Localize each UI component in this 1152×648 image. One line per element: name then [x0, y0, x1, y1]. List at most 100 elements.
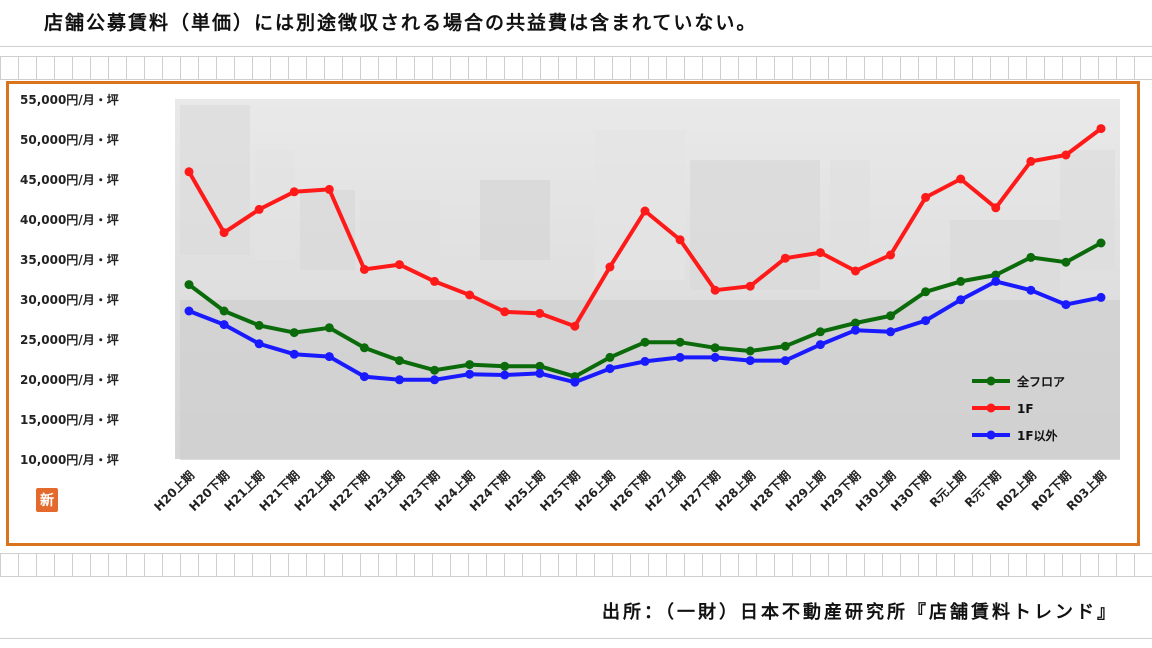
- data-point: [780, 356, 790, 366]
- data-point: [605, 262, 615, 272]
- data-point: [1026, 285, 1036, 295]
- bg-block: [830, 160, 870, 260]
- bg-block: [360, 200, 440, 260]
- data-point: [1096, 238, 1106, 248]
- data-point: [535, 361, 545, 371]
- data-point: [394, 375, 404, 385]
- data-point: [886, 327, 896, 337]
- legend-label: 1F: [1017, 402, 1034, 416]
- data-point: [886, 311, 896, 321]
- legend: 全フロア 1F 1F以外: [972, 374, 1065, 443]
- data-point: [535, 308, 545, 318]
- data-point: [815, 340, 825, 350]
- data-point: [640, 356, 650, 366]
- data-point: [1026, 156, 1036, 166]
- grid-strip-bottom: [0, 553, 1152, 577]
- data-point: [394, 356, 404, 366]
- x-tick-label: R元上期: [926, 468, 969, 511]
- y-tick-label: 25,000円/月・坪: [20, 333, 119, 347]
- data-point: [921, 287, 931, 297]
- y-tick-label: 50,000円/月・坪: [20, 133, 119, 147]
- data-point: [465, 369, 475, 379]
- data-point: [675, 352, 685, 362]
- data-point: [359, 343, 369, 353]
- data-point: [850, 266, 860, 276]
- data-point: [219, 320, 229, 330]
- data-point: [1026, 252, 1036, 262]
- data-point: [780, 253, 790, 263]
- data-point: [254, 320, 264, 330]
- data-point: [219, 228, 229, 238]
- data-point: [956, 276, 966, 286]
- data-point: [921, 192, 931, 202]
- data-point: [710, 352, 720, 362]
- data-point: [991, 270, 1001, 280]
- y-tick-label: 55,000円/月・坪: [20, 93, 119, 107]
- data-point: [570, 377, 580, 387]
- bg-block: [595, 130, 685, 280]
- legend-marker: [986, 430, 996, 440]
- data-point: [219, 306, 229, 316]
- y-tick-label: 40,000円/月・坪: [20, 213, 119, 227]
- data-point: [1061, 257, 1071, 267]
- top-rule: [0, 46, 1152, 47]
- data-point: [745, 281, 755, 291]
- data-point: [184, 306, 194, 316]
- legend-marker: [986, 376, 996, 386]
- data-point: [394, 260, 404, 270]
- data-point: [254, 204, 264, 214]
- data-point: [289, 187, 299, 197]
- bottom-rule: [0, 638, 1152, 639]
- data-point: [640, 337, 650, 347]
- data-point: [359, 264, 369, 274]
- legend-label: 1F以外: [1017, 428, 1058, 443]
- bg-block: [690, 160, 820, 290]
- data-point: [921, 316, 931, 326]
- legend-label: 全フロア: [1016, 374, 1065, 389]
- data-point: [710, 285, 720, 295]
- data-point: [430, 375, 440, 385]
- data-point: [324, 323, 334, 333]
- data-point: [850, 318, 860, 328]
- data-point: [1061, 300, 1071, 310]
- data-point: [535, 368, 545, 378]
- data-point: [500, 370, 510, 380]
- data-point: [465, 290, 475, 300]
- data-point: [745, 356, 755, 366]
- data-point: [430, 276, 440, 286]
- data-point: [675, 235, 685, 245]
- data-point: [710, 343, 720, 353]
- data-point: [254, 339, 264, 349]
- new-badge: 新: [36, 488, 58, 512]
- bg-block: [480, 180, 550, 260]
- header-note: 店舗公募賃料（単価）には別途徴収される場合の共益費は含まれていない。: [44, 12, 758, 34]
- data-point: [675, 337, 685, 347]
- source-note: 出所：（一財）日本不動産研究所『店舗賃料トレンド』: [602, 602, 1118, 623]
- data-point: [184, 280, 194, 290]
- bg-block: [255, 150, 295, 260]
- y-tick-label: 35,000円/月・坪: [20, 253, 119, 267]
- data-point: [605, 352, 615, 362]
- y-axis: 55,000円/月・坪 50,000円/月・坪 45,000円/月・坪 40,000円…: [20, 93, 119, 467]
- data-point: [570, 321, 580, 331]
- bg-block: [180, 300, 1120, 460]
- legend-marker: [986, 403, 996, 413]
- grid-strip-top: [0, 56, 1152, 80]
- data-point: [815, 327, 825, 337]
- data-point: [1061, 150, 1071, 160]
- data-point: [991, 276, 1001, 286]
- y-tick-label: 30,000円/月・坪: [20, 293, 119, 307]
- x-axis: H20上期H20下期H21上期H21下期H22上期H22下期H23上期H23下期…: [151, 468, 1109, 514]
- data-point: [745, 346, 755, 356]
- bg-block: [180, 105, 250, 255]
- data-point: [289, 349, 299, 359]
- y-tick-label: 15,000円/月・坪: [20, 413, 119, 427]
- series-layer: [184, 124, 1106, 387]
- data-point: [500, 361, 510, 371]
- data-point: [500, 307, 510, 317]
- y-tick-label: 45,000円/月・坪: [20, 173, 119, 187]
- data-point: [465, 360, 475, 370]
- data-point: [324, 184, 334, 194]
- data-point: [1096, 292, 1106, 302]
